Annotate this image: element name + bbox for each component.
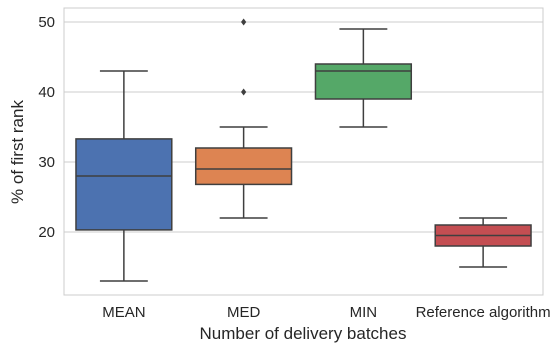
y-axis-title: % of first rank (8, 100, 27, 204)
outlier-point (241, 18, 247, 26)
x-tick-label: MED (227, 304, 261, 321)
x-tick-labels: MEAN MED MIN Reference algorithm (102, 304, 550, 321)
x-tick-label: MIN (350, 304, 378, 321)
x-tick-label: MEAN (102, 304, 145, 321)
box-reference-algorithm (434, 217, 532, 268)
box-body (75, 138, 173, 231)
box-mean (75, 70, 173, 282)
x-axis-title: Number of delivery batches (200, 324, 407, 343)
box-med (194, 18, 293, 219)
y-tick-label: 50 (38, 14, 55, 31)
y-tick-label: 40 (38, 84, 55, 101)
boxes (75, 18, 532, 282)
y-tick-label: 30 (38, 154, 55, 171)
plot-frame (63, 7, 544, 296)
box-min (314, 28, 413, 128)
outlier-point (241, 88, 247, 96)
x-tick-label: Reference algorithm (416, 304, 551, 321)
box-body (314, 63, 413, 100)
y-tick-label: 20 (38, 224, 55, 241)
box-body (194, 147, 293, 186)
y-tick-labels: 20 30 40 50 (38, 14, 55, 241)
